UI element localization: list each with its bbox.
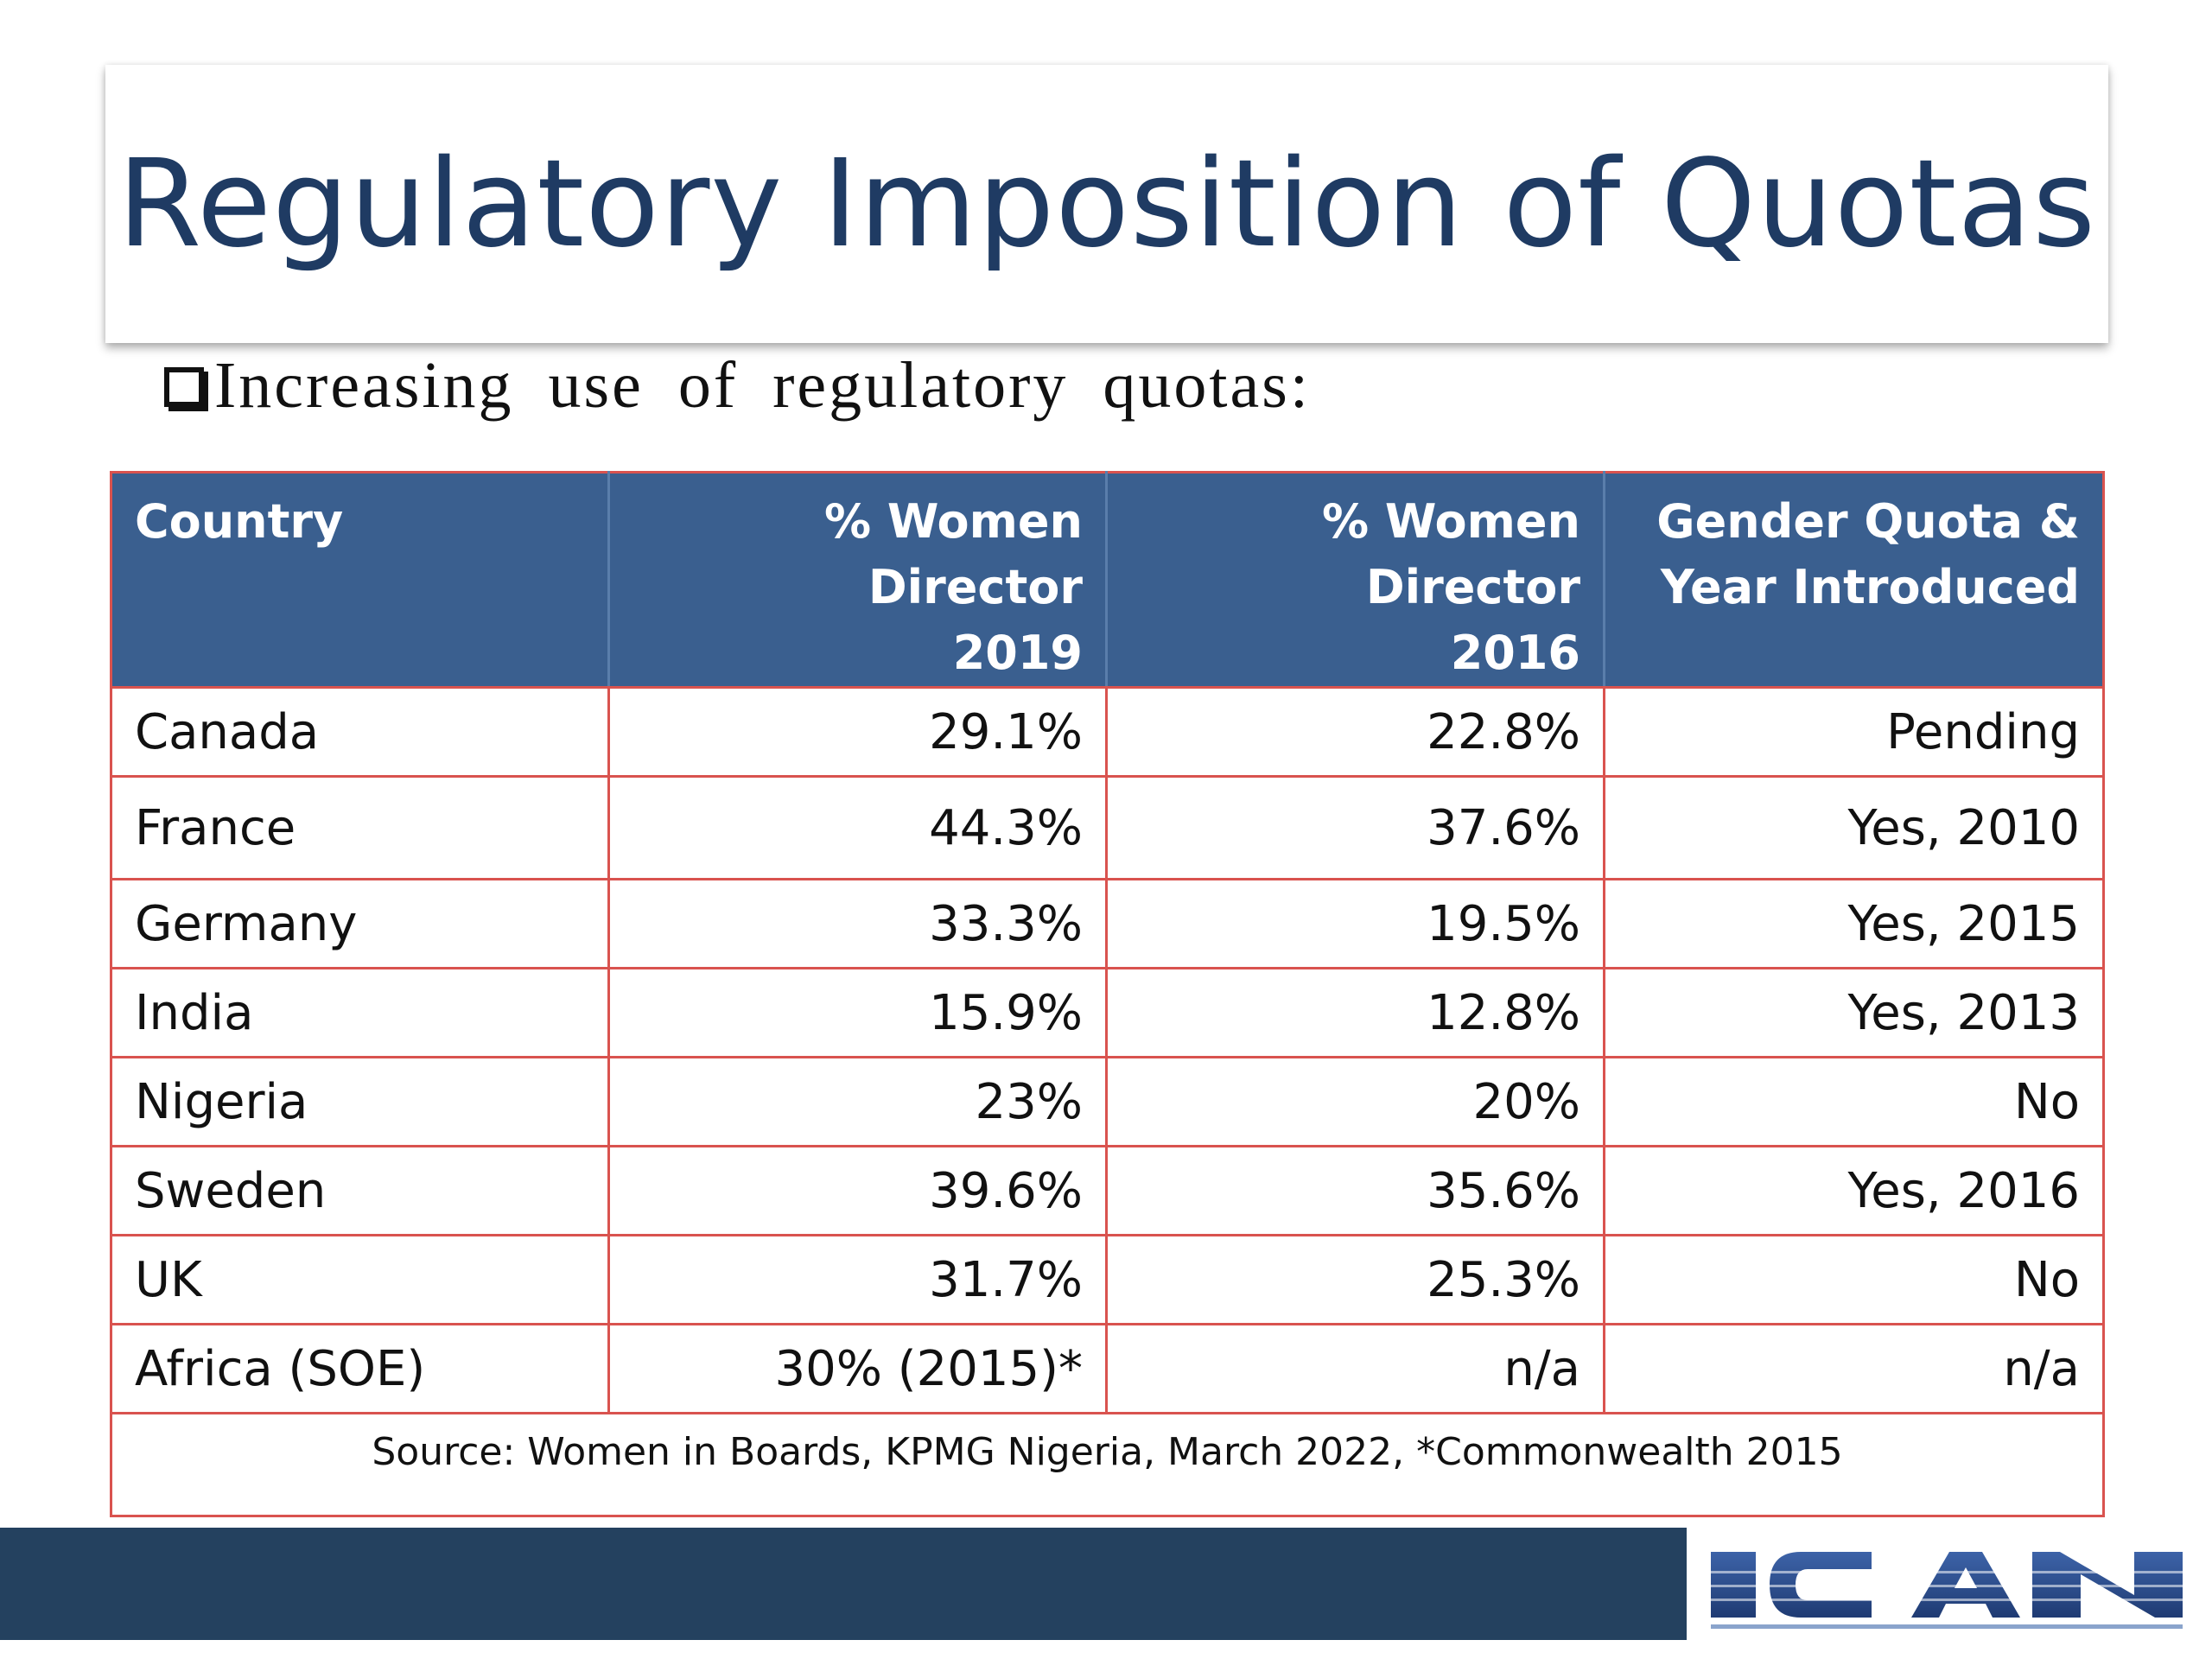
cell-2016: 19.5% xyxy=(1105,878,1605,969)
cell-country: India xyxy=(110,967,610,1058)
cell-country: Africa (SOE) xyxy=(110,1323,610,1414)
cell-2019: 15.9% xyxy=(607,967,1108,1058)
table-row: Canada 29.1% 22.8% Pending xyxy=(110,686,2105,778)
cell-2019: 44.3% xyxy=(607,775,1108,880)
quota-table: Country % Women Director 2019 % Women Di… xyxy=(110,471,2105,1517)
table-row: Sweden 39.6% 35.6% Yes, 2016 xyxy=(110,1145,2105,1236)
table-row: India 15.9% 12.8% Yes, 2013 xyxy=(110,967,2105,1058)
table-row: Africa (SOE) 30% (2015)* n/a n/a xyxy=(110,1323,2105,1414)
cell-quota: Yes, 2015 xyxy=(1603,878,2105,969)
slide-title: Regulatory Imposition of Quotas xyxy=(117,133,2097,275)
header-women-director-2019: % Women Director 2019 xyxy=(607,471,1108,689)
cell-2016: 37.6% xyxy=(1105,775,1605,880)
source-row: Source: Women in Boards, KPMG Nigeria, M… xyxy=(110,1412,2105,1517)
cell-2019: 29.1% xyxy=(607,686,1108,778)
bullet-point: Increasing use of regulatory quotas: xyxy=(164,344,1311,427)
cell-quota: n/a xyxy=(1603,1323,2105,1414)
checkbox-bullet-icon xyxy=(164,367,204,407)
header-women-director-2016: % Women Director 2016 xyxy=(1105,471,1605,689)
cell-2016: n/a xyxy=(1105,1323,1605,1414)
cell-2019: 30% (2015)* xyxy=(607,1323,1108,1414)
header-line: % Women Director xyxy=(1322,494,1580,614)
cell-country: UK xyxy=(110,1234,610,1325)
cell-country: Canada xyxy=(110,686,610,778)
header-line: Year Introduced xyxy=(1660,560,2080,614)
cell-country: Nigeria xyxy=(110,1056,610,1147)
cell-quota: Yes, 2010 xyxy=(1603,775,2105,880)
cell-country: Germany xyxy=(110,878,610,969)
header-line: % Women Director xyxy=(824,494,1083,614)
cell-2016: 35.6% xyxy=(1105,1145,1605,1236)
cell-2019: 33.3% xyxy=(607,878,1108,969)
header-line: Country xyxy=(135,494,344,549)
source-note: Source: Women in Boards, KPMG Nigeria, M… xyxy=(110,1412,2105,1517)
table-row: Nigeria 23% 20% No xyxy=(110,1056,2105,1147)
cell-quota: Pending xyxy=(1603,686,2105,778)
table-row: France 44.3% 37.6% Yes, 2010 xyxy=(110,775,2105,880)
header-line: 2019 xyxy=(952,626,1083,680)
table-row: UK 31.7% 25.3% No xyxy=(110,1234,2105,1325)
bullet-text: Increasing use of regulatory quotas: xyxy=(214,348,1311,422)
cell-country: Sweden xyxy=(110,1145,610,1236)
ican-logo xyxy=(1707,1545,2191,1635)
header-country: Country xyxy=(110,471,610,689)
cell-quota: No xyxy=(1603,1056,2105,1147)
cell-country: France xyxy=(110,775,610,880)
cell-2016: 12.8% xyxy=(1105,967,1605,1058)
cell-2016: 22.8% xyxy=(1105,686,1605,778)
cell-2016: 25.3% xyxy=(1105,1234,1605,1325)
cell-quota: No xyxy=(1603,1234,2105,1325)
cell-2019: 23% xyxy=(607,1056,1108,1147)
table-row: Germany 33.3% 19.5% Yes, 2015 xyxy=(110,878,2105,969)
table-header-row: Country % Women Director 2019 % Women Di… xyxy=(110,471,2105,689)
header-line: 2016 xyxy=(1450,626,1580,680)
cell-2019: 31.7% xyxy=(607,1234,1108,1325)
header-line: Gender Quota & xyxy=(1656,494,2080,549)
cell-quota: Yes, 2016 xyxy=(1603,1145,2105,1236)
cell-2019: 39.6% xyxy=(607,1145,1108,1236)
title-banner: Regulatory Imposition of Quotas xyxy=(105,65,2108,343)
ican-logo-mark xyxy=(1707,1552,2188,1629)
header-gender-quota: Gender Quota & Year Introduced xyxy=(1603,471,2105,689)
cell-2016: 20% xyxy=(1105,1056,1605,1147)
cell-quota: Yes, 2013 xyxy=(1603,967,2105,1058)
footer-bar xyxy=(0,1528,1687,1640)
